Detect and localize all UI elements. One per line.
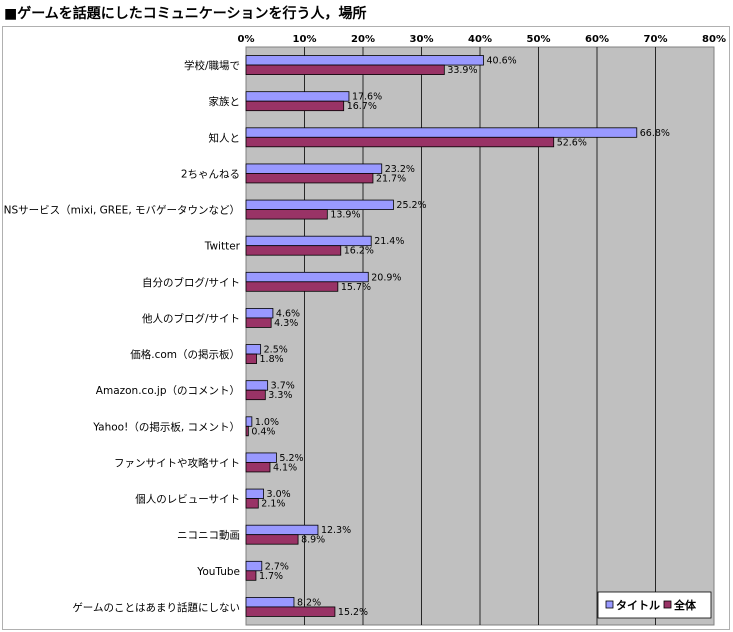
data-label: 16.2% bbox=[344, 246, 374, 257]
bar-title bbox=[245, 55, 484, 66]
x-tick-label: 40% bbox=[468, 34, 492, 45]
data-label: 4.6% bbox=[276, 308, 300, 319]
bar-all bbox=[245, 209, 328, 220]
category-label: 家族と bbox=[209, 95, 241, 108]
bar-all bbox=[245, 100, 345, 112]
data-label: 21.4% bbox=[374, 236, 404, 247]
category-label: ファンサイトや攻略サイト bbox=[114, 456, 240, 469]
data-label: 3.0% bbox=[267, 489, 291, 500]
data-label: 3.7% bbox=[271, 381, 295, 392]
data-label: 8.9% bbox=[301, 535, 325, 546]
data-label: 0.4% bbox=[251, 426, 275, 437]
bar-title bbox=[245, 597, 295, 608]
category-label: 自分のブログ/サイト bbox=[142, 276, 240, 289]
data-label: 2.5% bbox=[264, 345, 288, 356]
category-label: 他人のブログ/サイト bbox=[142, 312, 240, 325]
bar-all bbox=[245, 389, 266, 401]
bar-all bbox=[245, 425, 249, 437]
category-label: 2ちゃんねる bbox=[181, 168, 240, 180]
category-label: YouTube bbox=[196, 566, 240, 578]
data-label: 4.3% bbox=[274, 318, 298, 329]
chart-frame: 0% 10% 20% 30% 40% 50% 60% 70% 80% 学校/職場で 40.6% 33.… bbox=[2, 26, 730, 630]
data-label: 33.9% bbox=[447, 65, 477, 76]
legend-swatch bbox=[605, 600, 614, 609]
x-tick-label: 70% bbox=[644, 34, 668, 45]
bar-all bbox=[245, 281, 339, 292]
bar-all bbox=[245, 173, 374, 184]
chart-title: ■ゲームを話題にしたコミュニケーションを行う人，場所 bbox=[4, 6, 367, 22]
data-label: 15.7% bbox=[341, 282, 371, 293]
data-label: 2.1% bbox=[261, 499, 285, 510]
data-label: 1.7% bbox=[259, 571, 283, 582]
data-label: 40.6% bbox=[487, 56, 517, 67]
data-label: 21.7% bbox=[376, 173, 406, 184]
category-label: 学校/職場で bbox=[184, 59, 240, 72]
category-label: 価格.com（の掲示板） bbox=[130, 348, 240, 361]
data-label: 20.9% bbox=[371, 272, 401, 283]
bar-all bbox=[245, 534, 299, 545]
x-tick-label: 60% bbox=[585, 34, 609, 45]
bar-title bbox=[245, 163, 383, 174]
data-label: 4.1% bbox=[273, 462, 297, 473]
bar-all bbox=[245, 570, 257, 581]
bar-all bbox=[245, 498, 259, 509]
bar-all bbox=[245, 64, 445, 75]
data-label: 3.3% bbox=[268, 390, 292, 401]
data-label: 66.8% bbox=[640, 128, 670, 139]
data-label: 23.2% bbox=[385, 164, 415, 175]
category-label: 知人と bbox=[209, 131, 241, 144]
category-label: 個人のレビューサイト bbox=[135, 493, 240, 506]
category-label: ニコニコ動画 bbox=[177, 529, 240, 542]
legend-swatch bbox=[663, 600, 672, 609]
data-label: 5.2% bbox=[279, 453, 303, 464]
bar-title bbox=[245, 271, 369, 283]
bar-title bbox=[245, 344, 262, 355]
data-label: 8.2% bbox=[297, 597, 321, 608]
bar-title bbox=[245, 560, 263, 572]
x-tick-label: 80% bbox=[702, 34, 726, 45]
bar-all bbox=[245, 136, 555, 148]
bar-title bbox=[245, 452, 277, 463]
data-label: 1.0% bbox=[255, 417, 279, 428]
data-label: 17.6% bbox=[352, 92, 382, 103]
legend-label: 全体 bbox=[673, 598, 697, 612]
x-tick-label: 30% bbox=[410, 34, 434, 45]
data-label: 12.3% bbox=[321, 525, 351, 536]
bar-all bbox=[245, 606, 336, 617]
data-label: 13.9% bbox=[330, 210, 360, 221]
bar-title bbox=[245, 416, 253, 427]
legend-label: タイトル bbox=[616, 599, 660, 612]
bar-all bbox=[245, 245, 342, 256]
data-label: 25.2% bbox=[396, 200, 426, 211]
bar-title bbox=[245, 127, 638, 138]
category-label: Yahoo!（の掲示板, コメント） bbox=[92, 420, 240, 433]
x-tick-label: 50% bbox=[527, 34, 551, 45]
bar-all bbox=[245, 317, 272, 328]
bar-all bbox=[245, 353, 257, 364]
x-tick-label: 20% bbox=[351, 34, 375, 45]
data-label: 16.7% bbox=[347, 101, 377, 112]
bar-title bbox=[245, 199, 394, 210]
category-label: Twitter bbox=[204, 241, 241, 253]
bar-title bbox=[245, 380, 269, 391]
data-label: 15.2% bbox=[338, 607, 368, 618]
bar-all bbox=[245, 462, 271, 473]
data-label: 2.7% bbox=[265, 561, 289, 572]
bar-title bbox=[245, 488, 264, 499]
legend-box bbox=[597, 591, 712, 619]
category-label: ゲームのことはあまり話題にしない bbox=[72, 601, 240, 614]
bar-title bbox=[245, 524, 319, 536]
bar-title bbox=[245, 91, 350, 102]
bar-chart: 0% 10% 20% 30% 40% 50% 60% 70% 80% 学校/職場で 40.6% 33.… bbox=[3, 34, 726, 626]
bar-title bbox=[245, 308, 274, 319]
bar-title bbox=[245, 235, 372, 247]
data-label: 52.6% bbox=[557, 137, 587, 148]
category-label: SNSサービス（mixi, GREE, モバゲータウンなど） bbox=[3, 205, 240, 217]
x-tick-label: 0% bbox=[238, 34, 255, 45]
category-label: Amazon.co.jp（のコメント） bbox=[96, 385, 240, 397]
x-tick-label: 10% bbox=[293, 34, 317, 45]
data-label: 1.8% bbox=[260, 354, 284, 365]
